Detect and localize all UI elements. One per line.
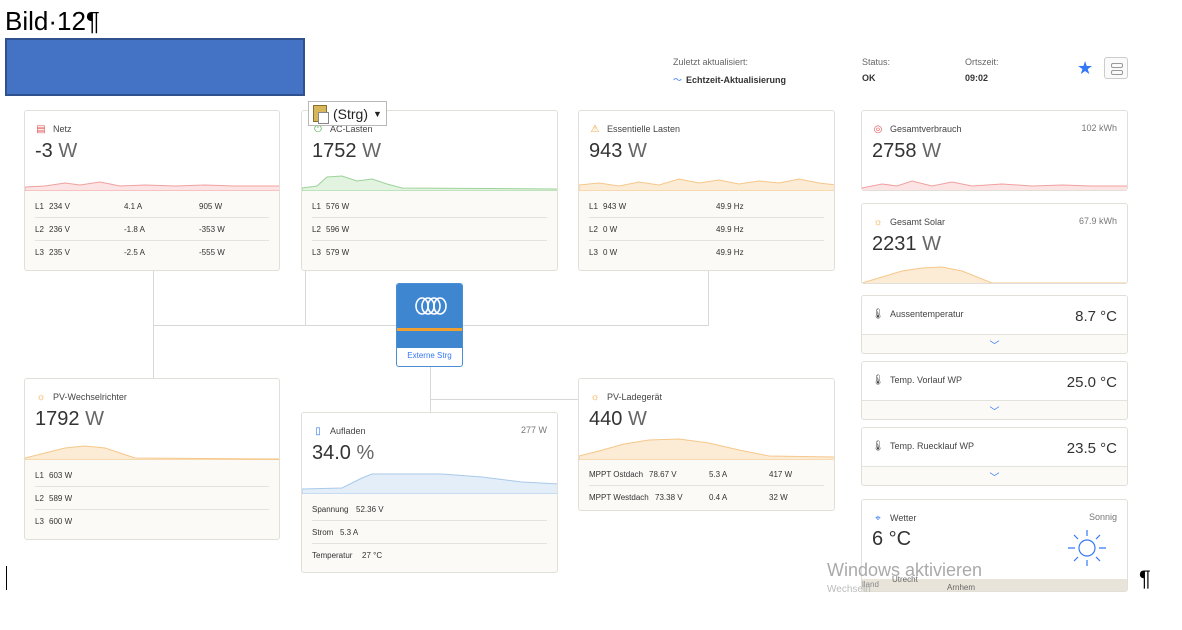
table-row: L2 596 W — [312, 218, 547, 241]
map-strip: lland Utrecht Arnhem — [862, 575, 1127, 591]
status: Status: OK — [862, 57, 891, 83]
pv-charger-sparkline — [579, 438, 834, 460]
total-consumption-card[interactable]: ◎ Gesamtverbrauch 102 kWh 2758 W — [861, 110, 1128, 191]
table-row: Spannung 52.36 V — [312, 498, 547, 521]
battery-sparkline — [302, 473, 557, 494]
location-pin-icon: ⌖ — [875, 512, 881, 524]
sun-icon: ☼ — [36, 391, 46, 403]
last-updated: Zuletzt aktualisiert: 〜 Echtzeit-Aktualis… — [673, 57, 787, 85]
connector-line — [305, 271, 306, 326]
outdoor-temp-card[interactable]: 🌡 Aussentemperatur 8.7 °C ﹀ — [861, 295, 1128, 354]
table-row: L3 579 W — [312, 248, 350, 257]
grid-icon: ▤ — [36, 123, 46, 135]
ac-sparkline — [302, 175, 557, 191]
clipboard-icon — [313, 105, 329, 124]
realtime-wave-icon: 〜 — [673, 75, 683, 85]
table-row: MPPT Ostdach 78.67 V 5.3 A 417 W — [589, 463, 824, 486]
warning-icon: ⚠ — [590, 123, 600, 135]
table-row: L2 589 W — [35, 487, 269, 510]
table-row: L2 236 V -1.8 A -353 W — [35, 218, 269, 241]
paste-options-button[interactable]: (Strg) ▼ — [308, 101, 387, 126]
total-solar-card[interactable]: ☼ Gesamt Solar 67.9 kWh 2231 W — [861, 203, 1128, 284]
local-time: Ortszeit: 09:02 — [965, 57, 999, 83]
table-row: MPPT Westdach 73.38 V 0.4 A 32 W — [589, 493, 788, 502]
sunny-weather-icon — [1068, 530, 1106, 566]
weather-card[interactable]: ⌖ Wetter Sonnig 6 °C lland Utrecht Arnhem — [861, 499, 1128, 592]
victron-logo-icon — [397, 284, 462, 331]
table-row: L1 603 W — [35, 464, 269, 487]
dropdown-arrow-icon: ▼ — [373, 108, 382, 119]
windows-activation-subtext: Wechseln — [827, 584, 871, 595]
star-icon[interactable]: ★ — [1077, 58, 1094, 78]
connector-line — [430, 367, 431, 413]
table-row: Temperatur 27 °C — [312, 551, 383, 560]
grid-sparkline — [25, 181, 279, 191]
inverter-device[interactable]: Externe Strg — [396, 283, 463, 367]
chevron-down-icon[interactable]: ﹀ — [862, 400, 1127, 419]
table-row: L3 0 W 49.9 Hz — [589, 248, 744, 257]
chevron-down-icon[interactable]: ﹀ — [862, 466, 1127, 485]
text-cursor — [6, 566, 7, 590]
thermometer-icon: 🌡 — [871, 308, 885, 320]
table-row: L1 234 V 4.1 A 905 W — [35, 195, 269, 218]
connector-line — [153, 325, 396, 326]
connector-line — [430, 399, 579, 400]
table-row: L1 576 W — [312, 195, 547, 218]
table-row: Strom 5.3 A — [312, 521, 547, 544]
chevron-down-icon[interactable]: ﹀ — [862, 334, 1127, 353]
plug-icon: ⏻ — [314, 123, 322, 135]
battery-icon: ▯ — [315, 425, 321, 437]
connector-line — [463, 325, 709, 326]
ac-loads-card[interactable]: ⏻ AC-Lasten 1752 W L1 576 W L2 596 W L3 579 … — [301, 110, 558, 271]
connector-line — [708, 271, 709, 326]
consumption-icon: ◎ — [873, 123, 883, 135]
sun-icon: ☼ — [873, 216, 883, 228]
flow-temp-card[interactable]: 🌡 Temp. Vorlauf WP 25.0 °C ﹀ — [861, 361, 1128, 420]
essential-sparkline — [579, 178, 834, 191]
grid-card[interactable]: ▤ Netz -3 W L1 234 V 4.1 A 905 W L2 236 V -1.8… — [24, 110, 280, 271]
layout-toggle-button[interactable] — [1104, 57, 1128, 79]
blue-rectangle-shape[interactable] — [5, 38, 305, 96]
table-row: L3 235 V -2.5 A -555 W — [35, 248, 225, 257]
table-row: L2 0 W 49.9 Hz — [589, 218, 824, 241]
consumption-sparkline — [862, 180, 1127, 190]
windows-activation-watermark: Windows aktivieren — [827, 560, 983, 580]
sun-icon: ☼ — [590, 391, 600, 403]
solar-sparkline — [862, 266, 1127, 283]
battery-card[interactable]: ▯ Aufladen 277 W 34.0 % Spannung 52.36 V S… — [301, 412, 558, 573]
return-temp-card[interactable]: 🌡 Temp. Ruecklauf WP 23.5 °C ﹀ — [861, 427, 1128, 486]
essential-loads-card[interactable]: ⚠ Essentielle Lasten 943 W L1 943 W 49.9 Hz… — [578, 110, 835, 271]
thermometer-icon: 🌡 — [871, 440, 885, 452]
table-row: L3 600 W — [35, 517, 73, 526]
figure-caption: Bild·12¶ — [5, 6, 100, 36]
table-row: L1 943 W 49.9 Hz — [589, 195, 824, 218]
pv-inverter-card[interactable]: ☼ PV-Wechselrichter 1792 W L1 603 W L2 589 … — [24, 378, 280, 540]
thermometer-icon: 🌡 — [871, 374, 885, 386]
pv-inverter-sparkline — [25, 445, 279, 460]
paragraph-mark: ¶ — [1139, 566, 1151, 591]
